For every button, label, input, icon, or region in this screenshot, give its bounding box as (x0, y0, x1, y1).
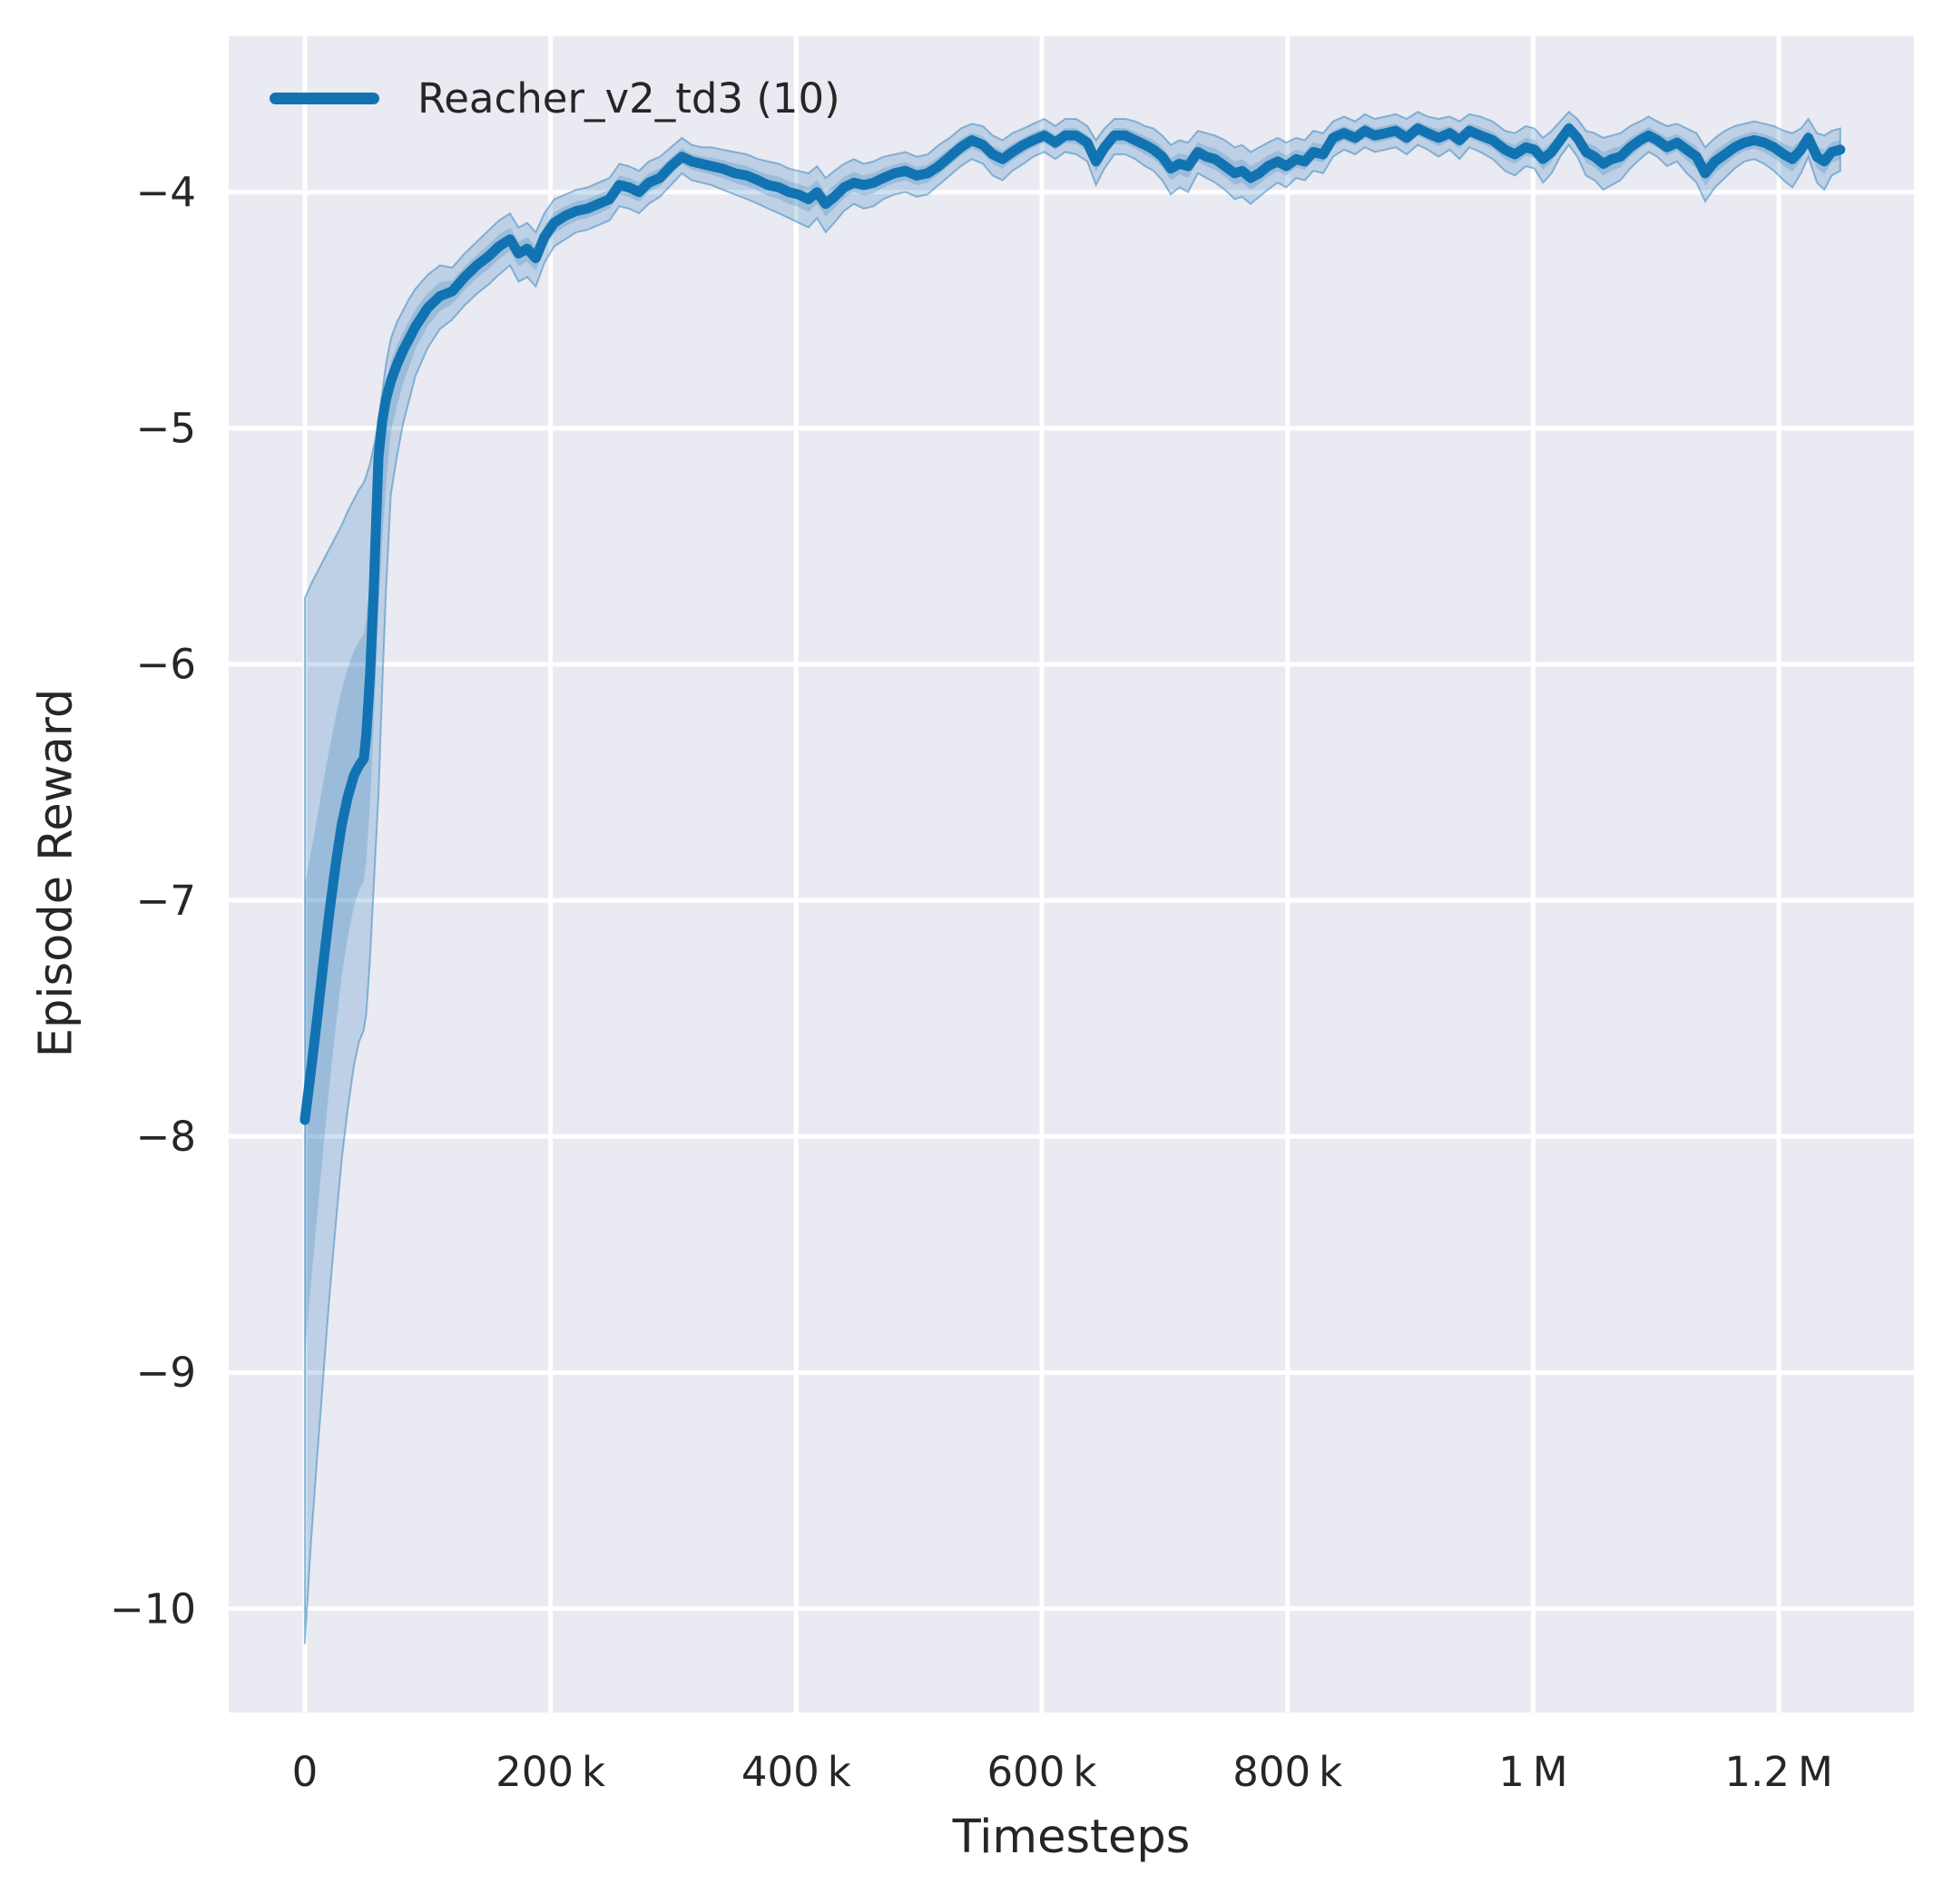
x-tick-label: 0 (292, 1748, 319, 1796)
legend-line-swatch (270, 92, 379, 104)
x-tick-label: 1 M (1498, 1748, 1567, 1796)
plot-area (229, 36, 1914, 1713)
mean-line (299, 123, 1846, 1125)
x-tick-label: 800 k (1232, 1748, 1342, 1796)
y-tick-label: −5 (136, 405, 196, 453)
y-tick-label: −7 (136, 877, 196, 925)
y-tick-label: −6 (136, 641, 196, 689)
confidence-band-outer (303, 110, 1841, 1644)
y-tick-label: −9 (136, 1349, 196, 1397)
legend: Reacher_v2_td3 (10) (270, 76, 840, 120)
x-tick-label: 400 k (741, 1748, 851, 1796)
x-tick-label: 1.2 M (1724, 1748, 1832, 1796)
y-tick-label: −10 (110, 1585, 196, 1633)
y-tick-label: −8 (136, 1113, 196, 1161)
x-tick-label: 200 k (496, 1748, 605, 1796)
x-axis-title: Timesteps (952, 1811, 1191, 1864)
legend-label: Reacher_v2_td3 (10) (417, 74, 840, 123)
x-tick-label: 600 k (987, 1748, 1097, 1796)
y-tick-label: −4 (136, 168, 196, 216)
y-axis-title: Episode Reward (29, 688, 83, 1058)
